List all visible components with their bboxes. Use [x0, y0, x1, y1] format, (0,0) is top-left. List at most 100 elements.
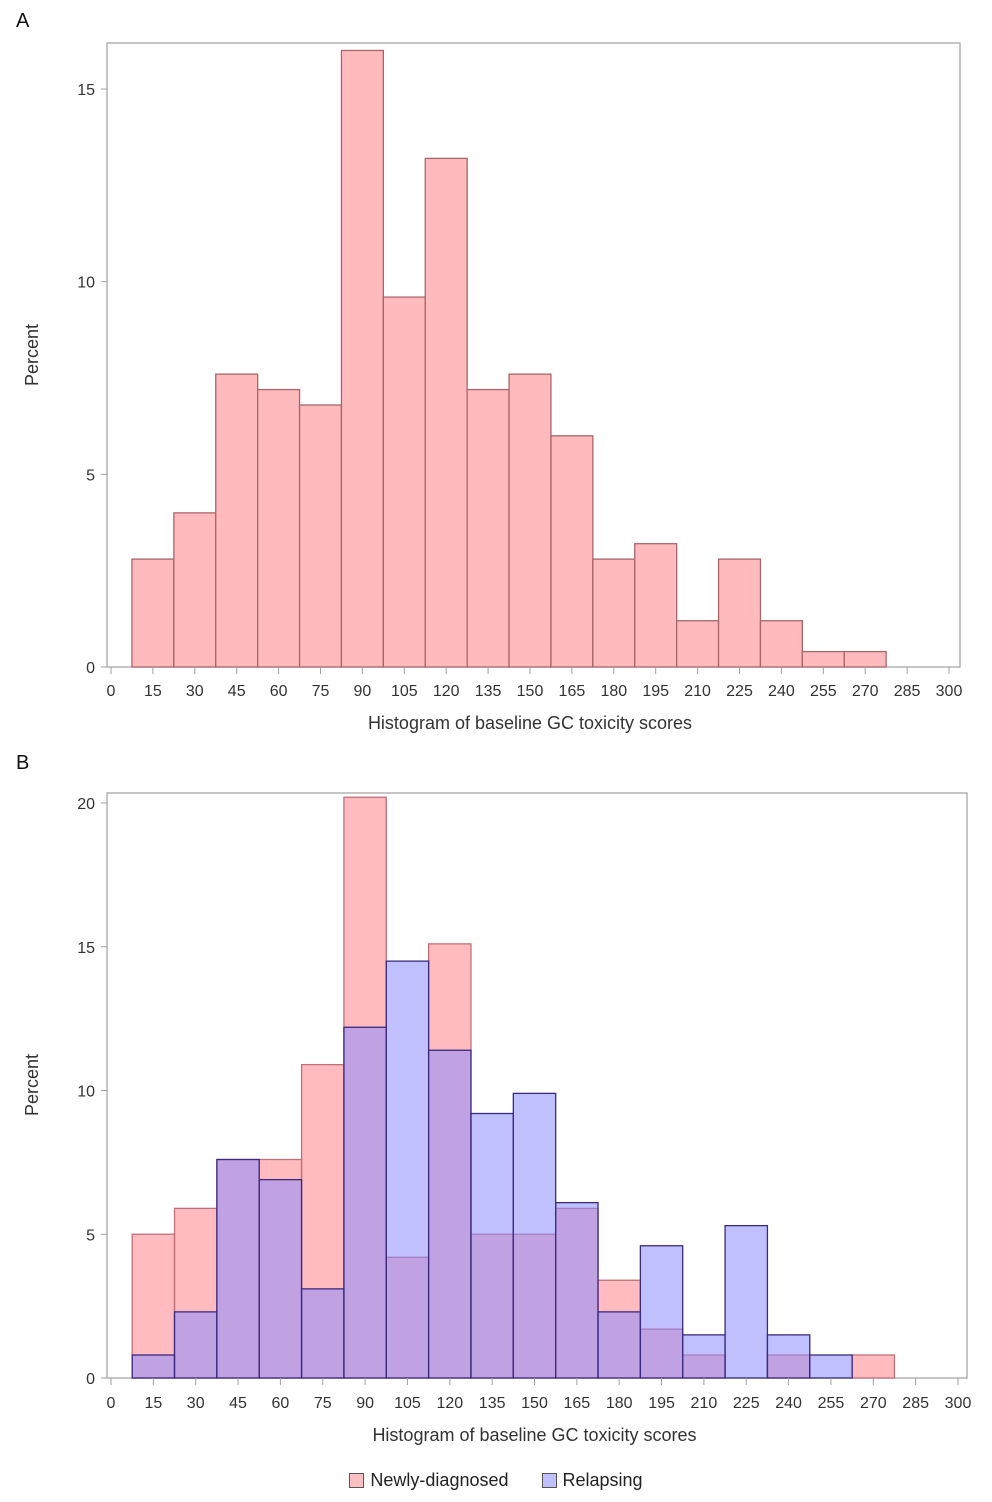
legend-swatch-relapsing [541, 1473, 557, 1488]
x-tick-label: 60 [272, 1395, 290, 1412]
bar [216, 1158, 260, 1379]
legend: Newly-diagnosed Relapsing [0, 1470, 992, 1493]
x-tick-label: 285 [902, 1395, 929, 1412]
x-tick-label: 270 [860, 1395, 887, 1412]
y-tick-label: 0 [86, 660, 95, 677]
x-tick-label: 30 [186, 683, 204, 700]
bar [466, 388, 510, 668]
bar [508, 373, 552, 668]
x-tick-label: 15 [144, 1395, 162, 1412]
bar [131, 1354, 176, 1379]
x-tick-label: 270 [852, 683, 879, 700]
bar [682, 1334, 726, 1379]
x-tick-label: 45 [228, 683, 246, 700]
x-tick-label: 45 [229, 1395, 247, 1412]
y-tick-label: 20 [77, 796, 95, 813]
bar [639, 1245, 684, 1379]
bar [424, 157, 468, 668]
bar [843, 650, 887, 668]
x-tick-label: 195 [642, 683, 669, 700]
x-tick-label: 30 [187, 1395, 205, 1412]
bar [256, 388, 301, 668]
bar [131, 558, 175, 668]
bar [173, 512, 217, 668]
bar [676, 620, 720, 668]
bar [385, 960, 430, 1379]
x-tick-label: 105 [394, 1395, 421, 1412]
x-tick-label: 240 [768, 683, 795, 700]
x-tick-label: 195 [648, 1395, 675, 1412]
legend-swatch-newly-diagnosed [349, 1473, 365, 1488]
x-tick-label: 75 [314, 1395, 332, 1412]
bar [717, 558, 762, 668]
y-tick-label: 5 [86, 1227, 95, 1244]
x-tick-label: 120 [436, 1395, 463, 1412]
bar [634, 543, 678, 668]
x-tick-label: 90 [356, 1395, 374, 1412]
bar [759, 620, 804, 668]
bar [470, 1112, 514, 1379]
x-tick-label: 300 [945, 1395, 972, 1412]
bar [343, 1026, 387, 1379]
x-axis-title: Histogram of baseline GC toxicity scores [368, 713, 692, 733]
x-tick-label: 75 [312, 683, 330, 700]
x-tick-label: 210 [691, 1395, 718, 1412]
x-tick-label: 90 [354, 683, 372, 700]
x-axis-title: Histogram of baseline GC toxicity scores [372, 1425, 696, 1445]
panel-label-b: B [16, 752, 30, 774]
bar [801, 650, 845, 668]
bar [724, 1224, 769, 1379]
bar [258, 1178, 303, 1379]
bar [766, 1334, 811, 1379]
y-tick-label: 10 [77, 275, 95, 292]
bar [340, 49, 385, 668]
legend-item-newly-diagnosed: Newly-diagnosed [349, 1470, 509, 1491]
bar [298, 404, 343, 668]
series-relapsing [131, 960, 853, 1379]
x-tick-label: 15 [144, 683, 162, 700]
x-tick-label: 225 [726, 683, 753, 700]
bar [131, 1233, 176, 1379]
x-tick-label: 240 [775, 1395, 802, 1412]
legend-label-relapsing: Relapsing [562, 1470, 643, 1490]
x-tick-label: 165 [559, 683, 586, 700]
x-tick-label: 300 [936, 683, 963, 700]
bar [173, 1311, 218, 1379]
y-tick-label: 5 [86, 467, 95, 484]
bar [550, 435, 594, 668]
x-tick-label: 135 [479, 1395, 506, 1412]
bar [215, 373, 259, 668]
x-tick-label: 180 [600, 683, 627, 700]
x-tick-label: 120 [433, 683, 460, 700]
x-tick-label: 150 [521, 1395, 548, 1412]
y-tick-label: 15 [77, 940, 95, 957]
x-tick-label: 150 [517, 683, 544, 700]
x-tick-label: 255 [818, 1395, 845, 1412]
bar [300, 1288, 345, 1379]
y-tick-label: 15 [77, 82, 95, 99]
bar [592, 558, 636, 668]
x-tick-label: 135 [475, 683, 502, 700]
chart-panel-b: 0 5 10 15 20 0 15 30 45 60 75 90 105 120 135 150 165 180 1… [22, 792, 972, 1445]
x-tick-label: 0 [107, 683, 116, 700]
bar [427, 1049, 472, 1379]
bar [512, 1092, 557, 1379]
x-tick-label: 255 [810, 683, 837, 700]
y-tick-label: 10 [77, 1084, 95, 1101]
y-axis-title: Percent [22, 1054, 42, 1116]
y-tick-label: 0 [86, 1371, 95, 1388]
x-tick-label: 0 [107, 1395, 116, 1412]
bar [382, 296, 426, 668]
x-tick-label: 165 [563, 1395, 590, 1412]
series-all [131, 49, 887, 668]
legend-label-newly-diagnosed: Newly-diagnosed [370, 1470, 509, 1490]
bar [809, 1354, 853, 1379]
x-tick-label: 180 [606, 1395, 633, 1412]
x-tick-label: 60 [270, 683, 288, 700]
x-tick-label: 285 [894, 683, 921, 700]
panel-label-a: A [16, 10, 30, 32]
bar [597, 1311, 642, 1379]
bar [851, 1354, 896, 1379]
